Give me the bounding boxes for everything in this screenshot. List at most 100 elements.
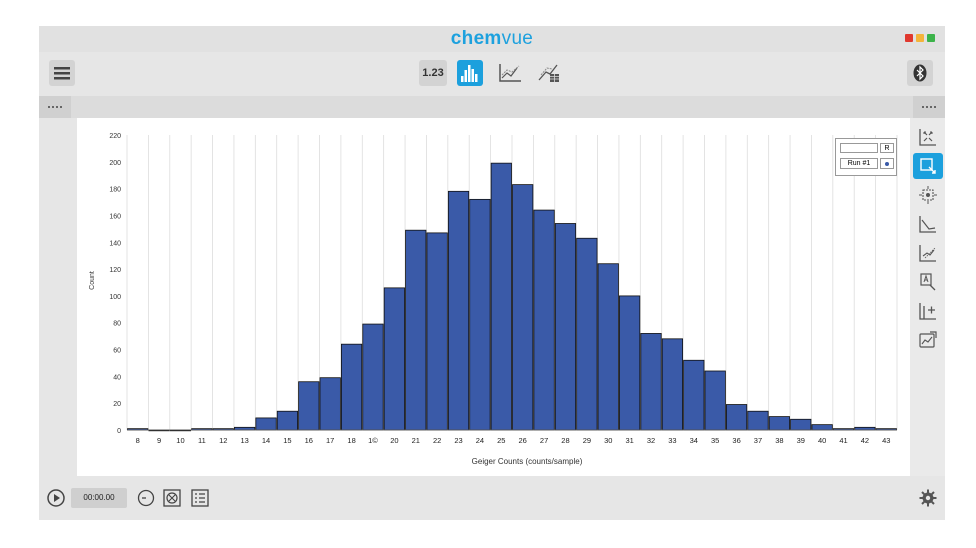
elapsed-timer: 00:00.00 [71, 488, 127, 508]
menu-button[interactable] [49, 60, 75, 86]
menu-icon [54, 67, 70, 80]
right-panel-handle[interactable] [913, 96, 945, 118]
line-graph-icon [499, 64, 521, 82]
legend-run-label: Run #1 [840, 158, 878, 169]
x-tick-label: 39 [797, 436, 805, 445]
maximize-window-button[interactable] [927, 34, 935, 42]
target-icon [163, 489, 181, 507]
numeric-view-button[interactable]: 1.23 [419, 60, 447, 86]
histogram-bar [597, 263, 619, 431]
mark-button[interactable] [163, 489, 181, 507]
y-tick-label: 160 [109, 213, 121, 220]
graph-view-button[interactable] [497, 60, 523, 86]
histogram-bar [234, 426, 256, 431]
left-panel-handle[interactable] [39, 96, 71, 118]
list-button[interactable] [191, 489, 209, 507]
list-icon [191, 489, 209, 507]
y-tick-label: 120 [109, 267, 121, 274]
x-tick-label: 18 [347, 436, 355, 445]
gear-icon [919, 489, 937, 507]
play-icon [47, 489, 65, 507]
histogram-bar [405, 229, 427, 431]
bluetooth-button[interactable] [907, 60, 933, 86]
x-tick-label: 32 [647, 436, 655, 445]
histogram-bar [426, 232, 448, 431]
x-tick-label: 22 [433, 436, 441, 445]
y-tick-label: 60 [113, 348, 121, 355]
y-tick-label: 100 [109, 294, 121, 301]
graph-tools-panel [910, 118, 945, 476]
x-tick-label: 16 [305, 436, 313, 445]
x-tick-label: 17 [326, 436, 334, 445]
histogram-bar [811, 424, 833, 431]
histogram-bar [790, 418, 812, 431]
graph-table-view-button[interactable] [536, 60, 562, 86]
tangent-icon [919, 245, 936, 262]
x-tick-label: 27 [540, 436, 548, 445]
x-tick-label: 35 [711, 436, 719, 445]
timing-button[interactable] [137, 489, 155, 507]
y-tick-label: 0 [117, 428, 121, 435]
histogram-bar [704, 370, 726, 431]
histogram-bar [319, 377, 341, 431]
clock-icon [137, 489, 155, 507]
close-window-button[interactable] [905, 34, 913, 42]
export-graph-button[interactable] [913, 327, 943, 353]
x-tick-label: 34 [690, 436, 698, 445]
chart-legend[interactable]: R Run #1 [835, 138, 897, 176]
x-tick-label: 38 [775, 436, 783, 445]
play-button[interactable] [47, 489, 65, 507]
histogram-bar [768, 416, 790, 431]
x-tick-label: 13 [240, 436, 248, 445]
center-button[interactable] [913, 182, 943, 208]
x-tick-label: 12 [219, 436, 227, 445]
grip-dots-icon [48, 106, 62, 108]
x-tick-label: 30 [604, 436, 612, 445]
select-tool-button[interactable] [913, 153, 943, 179]
histogram-bar [661, 338, 684, 431]
y-tick-label: 180 [109, 187, 121, 194]
histogram-plot[interactable]: 0 20 40 60 80 100 120 140 160 180 200 220 8 9 10 11 12 13… [77, 118, 910, 476]
minimize-window-button[interactable] [916, 34, 924, 42]
add-axis-icon [919, 303, 936, 320]
x-tick-label: 8 [136, 436, 140, 445]
x-tick-label: 40 [818, 436, 826, 445]
app-title-rest: vue [501, 28, 534, 49]
x-tick-label: 41 [839, 436, 847, 445]
main-toolbar: 1.23 [39, 52, 945, 96]
x-tick-label: 14 [262, 436, 270, 445]
y-tick-label: 40 [113, 374, 121, 381]
y-tick-label: 220 [109, 133, 121, 140]
histogram-bar [340, 343, 363, 431]
x-tick-label: 42 [861, 436, 869, 445]
histogram-bar [298, 381, 320, 431]
settings-button[interactable] [919, 489, 937, 507]
histogram-bar [533, 209, 555, 431]
histogram-view-button[interactable] [457, 60, 483, 86]
x-axis-label: Geiger Counts (counts/sample) [472, 457, 583, 466]
zoom-fit-button[interactable] [913, 124, 943, 150]
x-tick-label: 37 [754, 436, 762, 445]
legend-swatch[interactable] [880, 158, 894, 169]
annotation-button[interactable] [913, 269, 943, 295]
add-axis-button[interactable] [913, 298, 943, 324]
y-tick-label: 80 [113, 321, 121, 328]
x-tick-label: 31 [625, 436, 633, 445]
y-tick-label: 140 [109, 240, 121, 247]
panel-strip [39, 96, 945, 118]
zoom-fit-icon [919, 129, 936, 146]
tangent-button[interactable] [913, 240, 943, 266]
histogram-bar [512, 184, 534, 431]
histogram-bar [255, 417, 277, 431]
x-tick-label: 36 [732, 436, 740, 445]
chemvue-window: chemvue 1.23 [39, 26, 945, 520]
x-tick-label: 26 [519, 436, 527, 445]
x-tick-label: 29 [583, 436, 591, 445]
curve-fit-button[interactable] [913, 211, 943, 237]
center-icon [919, 186, 937, 204]
y-tick-label: 20 [113, 401, 121, 408]
histogram-bar [725, 404, 748, 431]
x-tick-label: 11 [198, 436, 206, 445]
histogram-bar [683, 359, 705, 431]
histogram-bar [383, 287, 405, 431]
